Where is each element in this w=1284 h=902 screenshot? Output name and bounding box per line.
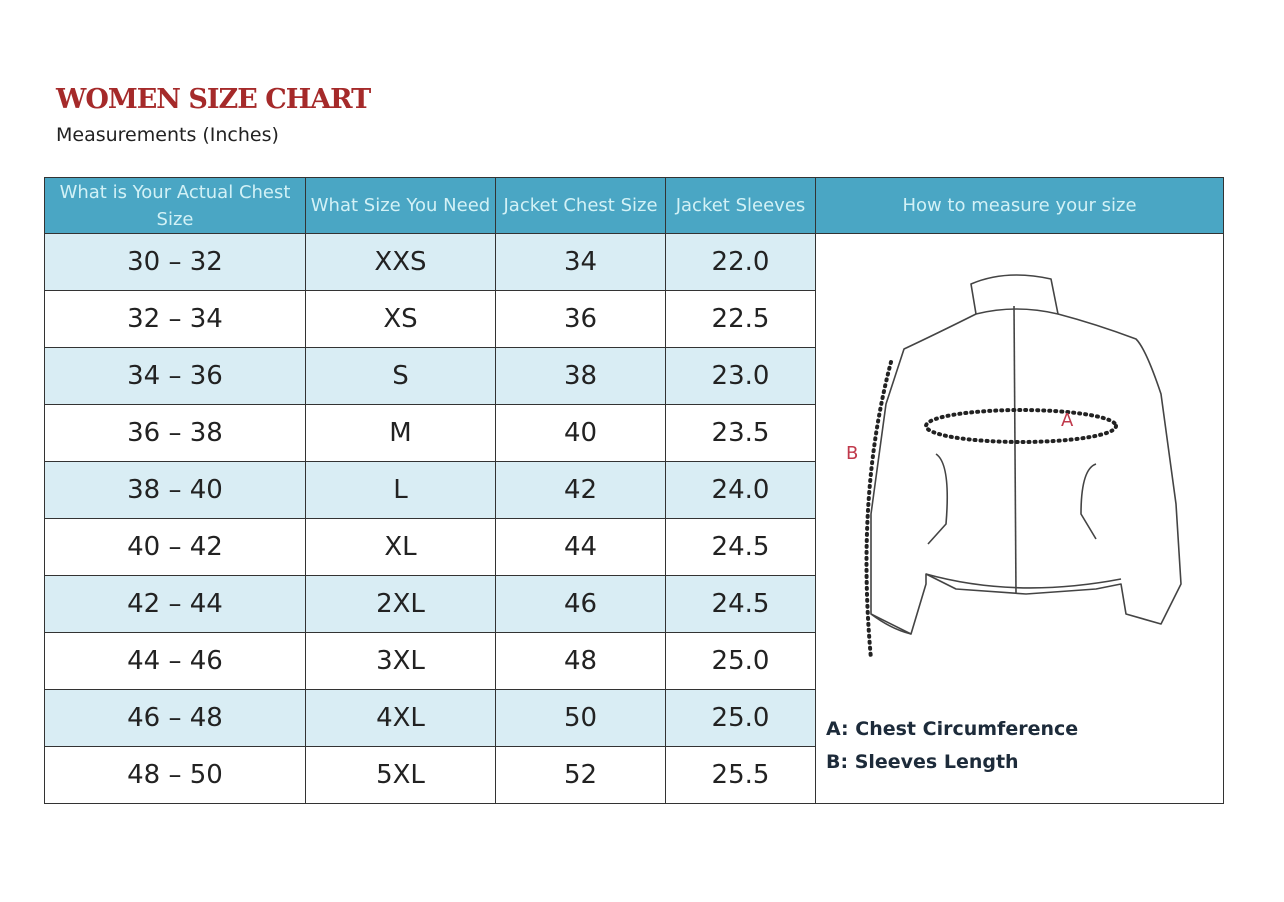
- cell-jacket-chest: 48: [495, 632, 666, 690]
- table-row: 36 – 38 M 40 23.5: [44, 404, 1224, 462]
- cell-size-needed: M: [305, 404, 496, 462]
- cell-actual-chest: 36 – 38: [44, 404, 306, 462]
- left-cuff: [870, 613, 912, 635]
- cell-actual-chest: 44 – 46: [44, 632, 306, 690]
- left-pocket: [927, 453, 949, 545]
- header-jacket-chest: Jacket Chest Size: [495, 177, 666, 234]
- cell-actual-chest: 30 – 32: [44, 233, 306, 291]
- header-jacket-sleeves: Jacket Sleeves: [665, 177, 816, 234]
- cell-jacket-sleeves: 25.0: [665, 632, 816, 690]
- cell-jacket-chest: 44: [495, 518, 666, 576]
- measure-legend: A: Chest Circumference B: Sleeves Length: [826, 713, 1078, 779]
- jacket-body: [870, 313, 1182, 635]
- cell-jacket-chest: 52: [495, 746, 666, 804]
- cell-actual-chest: 34 – 36: [44, 347, 306, 405]
- cell-jacket-sleeves: 22.5: [665, 290, 816, 348]
- table-row: 38 – 40 L 42 24.0: [44, 461, 1224, 519]
- legend-b: B: Sleeves Length: [826, 751, 1019, 773]
- cell-size-needed: XS: [305, 290, 496, 348]
- cell-jacket-sleeves: 23.0: [665, 347, 816, 405]
- cell-size-needed: XL: [305, 518, 496, 576]
- cell-actual-chest: 38 – 40: [44, 461, 306, 519]
- marker-b: B: [846, 443, 858, 464]
- how-to-measure-panel: A B A: Chest Circumference B: Sleeves Le…: [815, 233, 1224, 804]
- cell-actual-chest: 42 – 44: [44, 575, 306, 633]
- table-row: 32 – 34 XS 36 22.5: [44, 290, 1224, 348]
- cell-actual-chest: 46 – 48: [44, 689, 306, 747]
- legend-a: A: Chest Circumference: [826, 718, 1079, 740]
- cell-jacket-sleeves: 25.5: [665, 746, 816, 804]
- table-row: 30 – 32 XXS 34 22.0 A B A: Chest Circumfere…: [44, 233, 1224, 804]
- cell-jacket-sleeves: 25.0: [665, 689, 816, 747]
- jacket-waistband: [925, 573, 1122, 589]
- sleeve-measure-line: [864, 360, 893, 661]
- header-how-to-measure: How to measure your size: [815, 177, 1224, 234]
- cell-jacket-chest: 40: [495, 404, 666, 462]
- page-subtitle: Measurements (Inches): [56, 124, 279, 146]
- cell-size-needed: 2XL: [305, 575, 496, 633]
- table-row: 46 – 48 4XL 50 25.0: [44, 689, 1224, 747]
- cell-jacket-chest: 36: [495, 290, 666, 348]
- cell-size-needed: XXS: [305, 233, 496, 291]
- chest-measure-line: [924, 408, 1118, 444]
- page-title: WOMEN SIZE CHART: [56, 84, 371, 115]
- jacket-diagram: A B: [846, 274, 1182, 661]
- cell-size-needed: 5XL: [305, 746, 496, 804]
- cell-size-needed: 3XL: [305, 632, 496, 690]
- size-chart-table: What is Your Actual Chest Size What Size…: [44, 177, 1224, 804]
- cell-actual-chest: 40 – 42: [44, 518, 306, 576]
- jacket-collar: [970, 274, 1059, 315]
- table-row: 42 – 44 2XL 46 24.5: [44, 575, 1224, 633]
- cell-actual-chest: 48 – 50: [44, 746, 306, 804]
- header-size-needed: What Size You Need: [305, 177, 496, 234]
- cell-jacket-chest: 38: [495, 347, 666, 405]
- cell-jacket-chest: 46: [495, 575, 666, 633]
- jacket-zipper: [1013, 305, 1017, 595]
- cell-jacket-chest: 34: [495, 233, 666, 291]
- cell-jacket-chest: 50: [495, 689, 666, 747]
- table-row: 34 – 36 S 38 23.0: [44, 347, 1224, 405]
- cell-jacket-sleeves: 24.5: [665, 518, 816, 576]
- cell-jacket-sleeves: 22.0: [665, 233, 816, 291]
- cell-jacket-sleeves: 24.0: [665, 461, 816, 519]
- cell-jacket-chest: 42: [495, 461, 666, 519]
- cell-size-needed: L: [305, 461, 496, 519]
- cell-jacket-sleeves: 23.5: [665, 404, 816, 462]
- table-header-row: What is Your Actual Chest Size What Size…: [44, 177, 1224, 234]
- header-actual-chest: What is Your Actual Chest Size: [44, 177, 306, 234]
- cell-size-needed: 4XL: [305, 689, 496, 747]
- cell-jacket-sleeves: 24.5: [665, 575, 816, 633]
- table-row: 48 – 50 5XL 52 25.5: [44, 746, 1224, 804]
- right-pocket: [1080, 463, 1097, 540]
- cell-actual-chest: 32 – 34: [44, 290, 306, 348]
- cell-size-needed: S: [305, 347, 496, 405]
- marker-a: A: [1061, 410, 1074, 431]
